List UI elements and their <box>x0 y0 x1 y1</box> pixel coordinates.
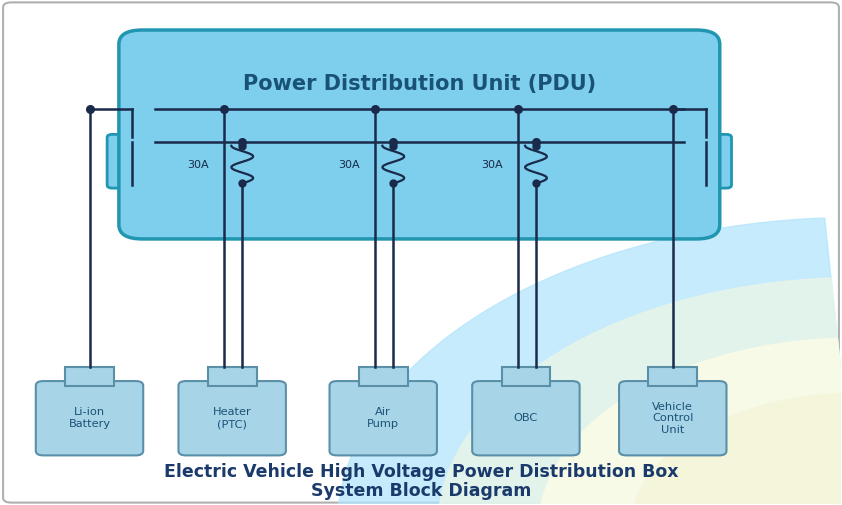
Text: OBC: OBC <box>514 413 538 423</box>
Text: Vehicle
Control
Unit: Vehicle Control Unit <box>652 401 694 435</box>
FancyBboxPatch shape <box>3 3 839 502</box>
Polygon shape <box>337 218 842 505</box>
Text: Electric Vehicle High Voltage Power Distribution Box: Electric Vehicle High Voltage Power Dist… <box>163 464 679 481</box>
Text: 30A: 30A <box>187 160 209 170</box>
Polygon shape <box>438 278 842 505</box>
FancyBboxPatch shape <box>179 381 286 456</box>
Text: System Block Diagram: System Block Diagram <box>311 482 531 500</box>
Polygon shape <box>539 338 842 505</box>
FancyBboxPatch shape <box>329 381 437 456</box>
FancyBboxPatch shape <box>502 367 550 386</box>
FancyBboxPatch shape <box>119 30 720 239</box>
Text: 30A: 30A <box>481 160 503 170</box>
Polygon shape <box>631 393 842 505</box>
FancyBboxPatch shape <box>472 381 579 456</box>
Text: Li-ion
Battery: Li-ion Battery <box>68 408 110 429</box>
Text: 30A: 30A <box>338 160 360 170</box>
FancyBboxPatch shape <box>681 134 732 188</box>
FancyBboxPatch shape <box>65 367 114 386</box>
FancyBboxPatch shape <box>208 367 257 386</box>
FancyBboxPatch shape <box>619 381 727 456</box>
FancyBboxPatch shape <box>648 367 697 386</box>
Text: Air
Pump: Air Pump <box>367 408 399 429</box>
Text: Heater
(PTC): Heater (PTC) <box>213 408 252 429</box>
Text: Power Distribution Unit (PDU): Power Distribution Unit (PDU) <box>242 74 596 94</box>
FancyBboxPatch shape <box>359 367 408 386</box>
FancyBboxPatch shape <box>107 134 157 188</box>
FancyBboxPatch shape <box>36 381 143 456</box>
